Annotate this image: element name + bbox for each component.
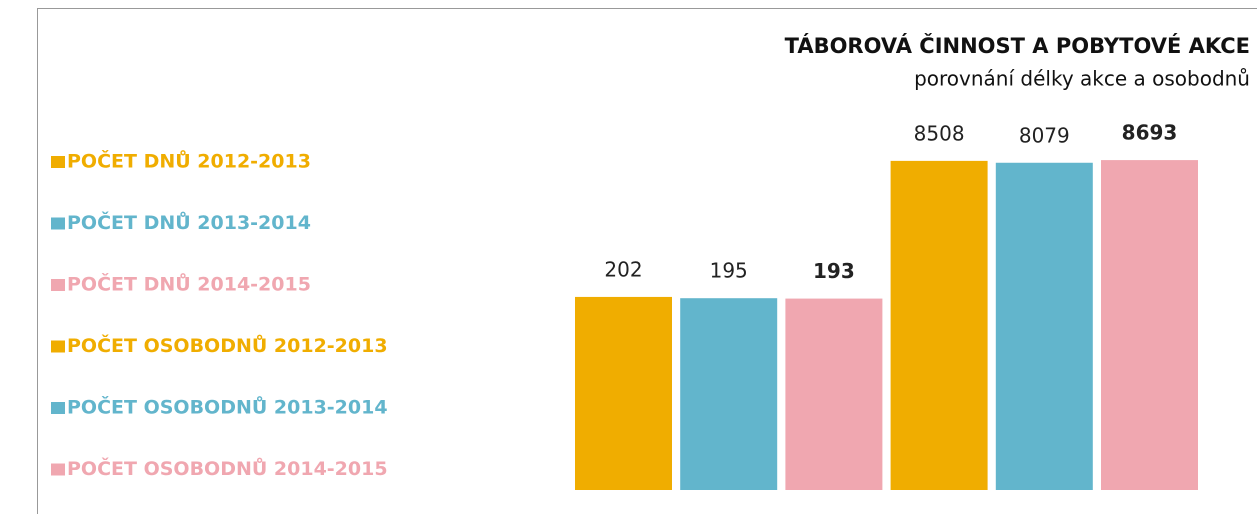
legend-swatch [51,279,65,291]
legend-swatch [51,463,65,476]
legend-label: POČET OSOBODNŮ 2014-2015 [67,456,388,480]
bar [575,296,672,490]
legend-label: POČET DNŮ 2014-2015 [67,272,311,296]
bar [680,298,778,490]
bar [785,298,883,490]
value-label: 195 [710,259,748,283]
value-label: 193 [813,259,855,283]
legend-label: POČET DNŮ 2013-2014 [67,210,311,234]
chart-title: TÁBOROVÁ ČINNOST A POBYTOVÉ AKCE [785,33,1250,58]
legend-label: POČET OSOBODNŮ 2012-2013 [67,333,388,357]
value-label: 202 [604,257,642,281]
legend-swatch [51,217,65,230]
chart-subtitle: porovnání délky akce a osobodnů [914,67,1250,91]
legend-swatch [51,402,65,414]
value-label: 8508 [914,121,965,145]
frame [37,8,1257,514]
legend-swatch [51,156,65,168]
legend-label: POČET OSOBODNŮ 2013-2014 [67,395,388,419]
bar [1101,160,1198,490]
bar [995,162,1093,491]
value-label: 8079 [1019,123,1070,147]
legend-swatch [51,340,65,353]
legend-label: POČET DNŮ 2012-2013 [67,149,311,173]
value-label: 8693 [1122,121,1178,145]
bar [890,160,988,490]
